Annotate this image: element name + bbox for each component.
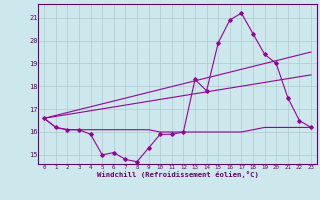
X-axis label: Windchill (Refroidissement éolien,°C): Windchill (Refroidissement éolien,°C)	[97, 171, 259, 178]
